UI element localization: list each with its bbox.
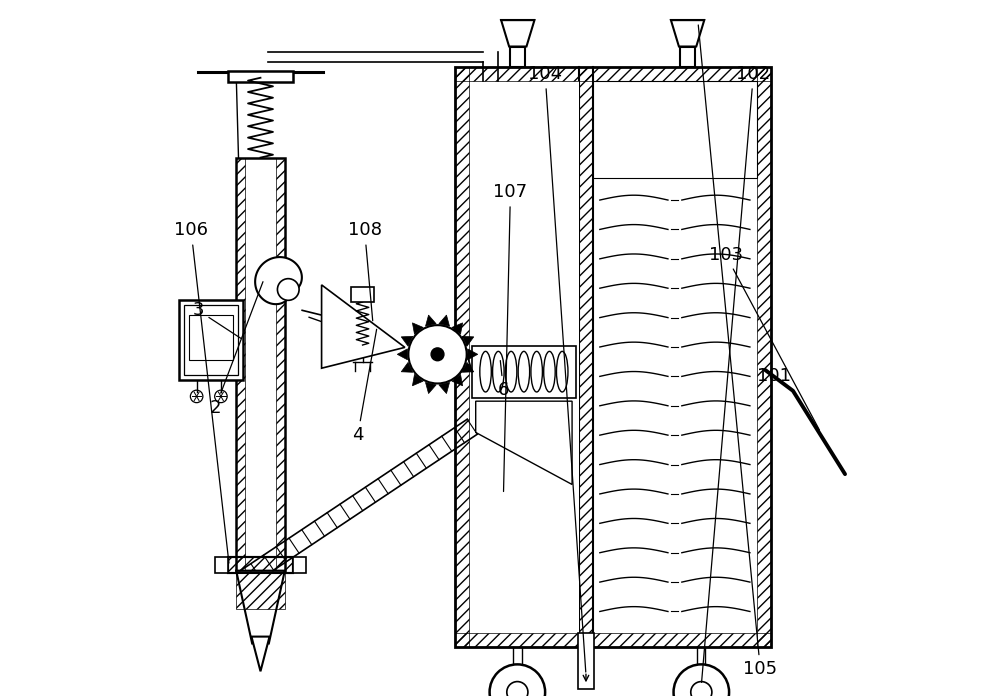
Bar [351, 286, 374, 302]
Bar [228, 558, 293, 573]
Polygon shape [255, 257, 302, 304]
Text: 103: 103 [709, 246, 819, 430]
Polygon shape [439, 383, 450, 394]
Circle shape [674, 664, 729, 697]
Polygon shape [452, 323, 463, 335]
Polygon shape [412, 374, 423, 386]
Ellipse shape [518, 351, 530, 392]
Polygon shape [236, 571, 285, 643]
Polygon shape [439, 315, 450, 326]
Bar [510, 47, 525, 68]
Polygon shape [501, 20, 534, 47]
Polygon shape [426, 315, 436, 326]
Ellipse shape [544, 351, 555, 392]
Polygon shape [401, 362, 413, 372]
Bar [184, 305, 238, 375]
Bar [472, 346, 576, 398]
Circle shape [408, 325, 467, 383]
Ellipse shape [556, 351, 568, 392]
Bar [293, 558, 306, 573]
Ellipse shape [493, 351, 504, 392]
Text: 108: 108 [348, 222, 382, 321]
Circle shape [490, 664, 545, 697]
Text: 107: 107 [493, 183, 527, 491]
Bar [215, 558, 228, 573]
Text: 4: 4 [352, 329, 377, 444]
Text: 101: 101 [757, 360, 791, 385]
Bar [455, 68, 771, 647]
Polygon shape [397, 348, 407, 360]
Polygon shape [401, 337, 413, 346]
Bar [469, 82, 579, 633]
Circle shape [691, 682, 712, 697]
Bar [236, 158, 285, 571]
Polygon shape [462, 337, 474, 346]
Bar [236, 571, 285, 609]
Bar [179, 300, 243, 380]
Text: 2: 2 [210, 282, 263, 417]
Ellipse shape [531, 351, 542, 392]
Bar [236, 158, 245, 571]
Text: 104: 104 [528, 66, 586, 672]
Polygon shape [452, 374, 463, 386]
Polygon shape [476, 401, 572, 484]
Bar [455, 633, 771, 647]
Text: 3: 3 [192, 301, 241, 338]
Polygon shape [671, 20, 704, 47]
Polygon shape [426, 383, 436, 394]
Ellipse shape [505, 351, 517, 392]
Polygon shape [251, 636, 270, 671]
Text: 105: 105 [698, 25, 777, 678]
Bar [455, 68, 469, 647]
Bar [578, 633, 594, 689]
Bar [228, 558, 293, 573]
Bar [680, 47, 695, 68]
Text: 106: 106 [174, 222, 229, 563]
Bar [455, 68, 771, 82]
Circle shape [431, 348, 444, 361]
Bar [579, 68, 593, 647]
Circle shape [507, 682, 528, 697]
Polygon shape [468, 348, 478, 360]
Circle shape [277, 279, 299, 300]
Ellipse shape [480, 351, 491, 392]
Bar [189, 315, 233, 360]
Bar [757, 68, 771, 647]
Polygon shape [412, 323, 423, 335]
Bar [276, 158, 285, 571]
Bar [228, 71, 293, 82]
Bar [593, 82, 757, 178]
Text: 6: 6 [498, 360, 509, 399]
Polygon shape [322, 285, 405, 368]
Text: 102: 102 [702, 66, 770, 682]
Polygon shape [462, 362, 474, 372]
